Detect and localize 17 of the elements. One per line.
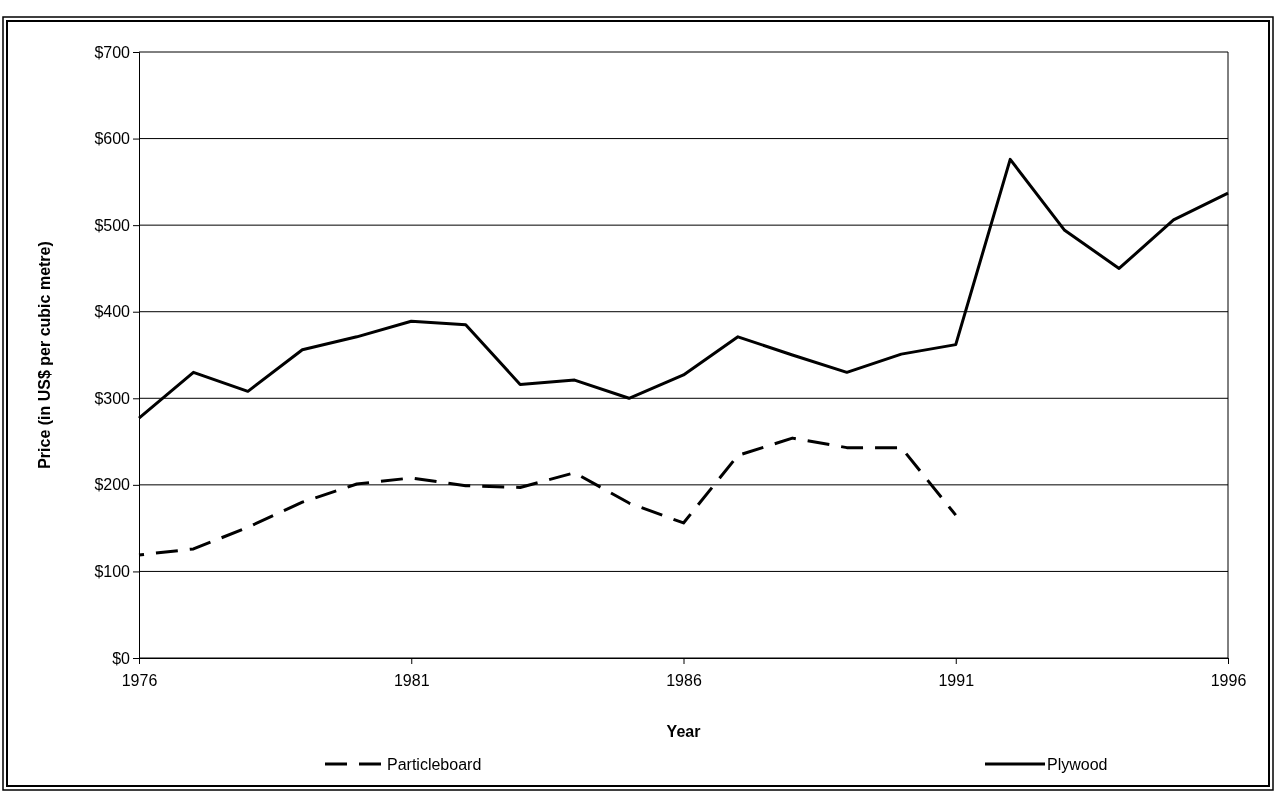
- y-tick-label: $500: [94, 216, 131, 234]
- y-tick-label: $0: [112, 649, 131, 667]
- y-tick-label: $200: [94, 476, 131, 494]
- y-tick-label: $600: [94, 130, 131, 148]
- legend-label: Particleboard: [387, 756, 482, 773]
- x-tick-label: 1996: [1210, 672, 1247, 690]
- y-tick-label: $100: [94, 563, 131, 581]
- x-tick-label: 1981: [393, 672, 430, 690]
- x-tick-label: 1986: [666, 672, 702, 690]
- y-tick-label: $700: [94, 43, 131, 61]
- x-axis-title: Year: [666, 723, 701, 740]
- y-tick-label: $400: [94, 303, 131, 321]
- y-axis-title: Price (in US$ per cubic metre): [36, 241, 53, 469]
- legend-label: Plywood: [1047, 756, 1108, 773]
- y-tick-label: $300: [94, 389, 131, 407]
- x-tick-label: 1976: [121, 672, 158, 690]
- x-tick-label: 1991: [938, 672, 975, 690]
